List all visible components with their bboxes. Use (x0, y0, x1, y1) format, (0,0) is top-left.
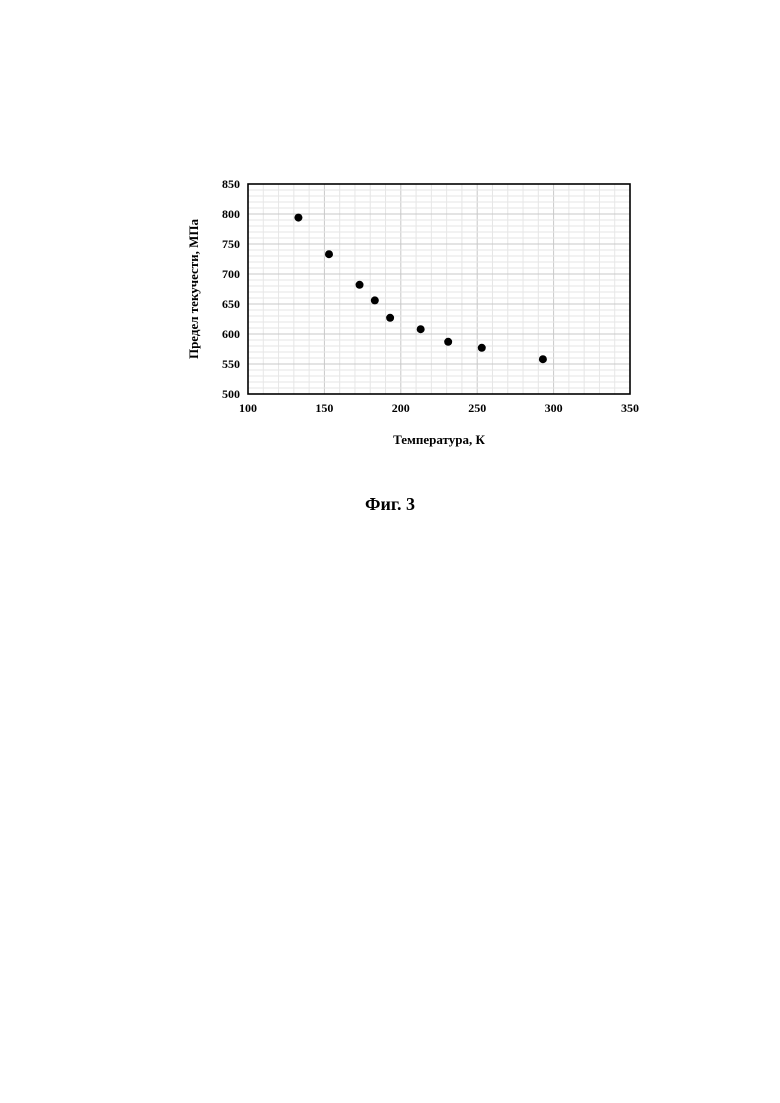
scatter-chart: 100 150 200 250 300 350 500 550 600 650 700 750 800… (0, 0, 780, 480)
y-tick-label: 650 (222, 297, 240, 311)
plot-area-frame (248, 184, 630, 394)
data-point (325, 250, 333, 258)
y-axis-title: Предел текучести, МПа (186, 218, 201, 359)
x-tick-label: 250 (468, 401, 486, 415)
data-point (417, 325, 425, 333)
data-point (386, 314, 394, 322)
data-point (539, 355, 547, 363)
data-points (294, 214, 546, 364)
y-tick-label: 800 (222, 207, 240, 221)
y-tick-label: 750 (222, 237, 240, 251)
x-axis-ticks: 100 150 200 250 300 350 (239, 401, 639, 415)
y-tick-label: 500 (222, 387, 240, 401)
y-tick-label: 850 (222, 177, 240, 191)
y-tick-label: 700 (222, 267, 240, 281)
x-tick-label: 350 (621, 401, 639, 415)
data-point (478, 344, 486, 352)
data-point (356, 281, 364, 289)
x-tick-label: 150 (315, 401, 333, 415)
x-tick-label: 200 (392, 401, 410, 415)
y-tick-label: 550 (222, 357, 240, 371)
x-axis-title: Температура, К (393, 432, 485, 447)
data-point (444, 338, 452, 346)
data-point (294, 214, 302, 222)
x-tick-label: 100 (239, 401, 257, 415)
data-point (371, 296, 379, 304)
y-tick-label: 600 (222, 327, 240, 341)
figure-caption: Фиг. 3 (0, 494, 780, 515)
x-tick-label: 300 (545, 401, 563, 415)
y-axis-ticks: 500 550 600 650 700 750 800 850 (222, 177, 240, 401)
chart-grid (248, 184, 630, 394)
